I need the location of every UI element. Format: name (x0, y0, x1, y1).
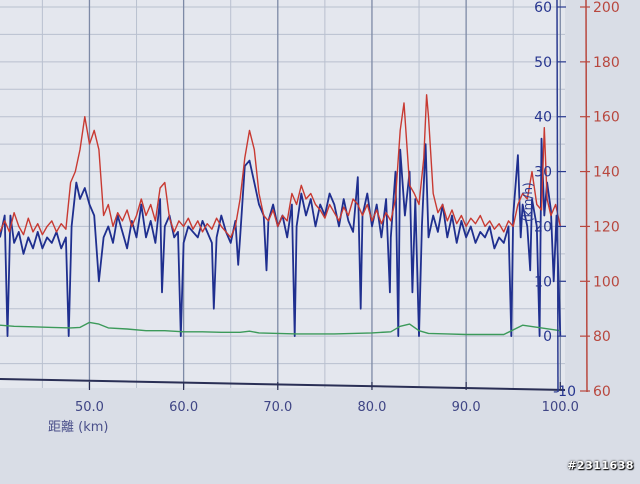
left-tick-label: 40 (534, 110, 552, 126)
right-tick-label: 140 (593, 165, 620, 181)
x-tick-label: 100.0 (542, 400, 579, 415)
x-tick-label: 60.0 (169, 400, 198, 415)
watermark: #2311638 (567, 459, 634, 472)
x-tick-label: 80.0 (357, 400, 386, 415)
series-line-0 (0, 137, 562, 337)
left-tick-label: 0 (543, 329, 552, 345)
x-tick-label: 50.0 (75, 400, 104, 415)
right-tick-label: 60 (593, 384, 611, 400)
right-tick-label: 100 (593, 274, 620, 290)
left-tick-label: 50 (534, 55, 552, 71)
right-tick-label: 160 (593, 110, 620, 126)
left-tick-label: 10 (534, 274, 552, 290)
labels: 距離 (km) (km/h) (48, 182, 535, 435)
series-line-2 (0, 321, 561, 336)
x-tick-label: 70.0 (263, 400, 292, 415)
left-tick-label: -10 (553, 384, 576, 400)
x-axis-title: 距離 (km) (48, 420, 108, 435)
series-layer (0, 94, 562, 337)
series-line-1 (0, 94, 561, 239)
x-axis-line (0, 378, 566, 391)
right-tick-label: 200 (593, 0, 620, 16)
right-tick-label: 80 (593, 329, 611, 345)
y-axis-title: (km/h) (521, 182, 535, 222)
plot-area (0, 0, 565, 388)
right-tick-label: 120 (593, 219, 620, 235)
left-tick-label: 60 (534, 0, 552, 16)
x-tick-label: 90.0 (452, 400, 481, 415)
right-tick-label: 180 (593, 55, 620, 71)
left-tick-label: 30 (534, 165, 552, 181)
left-tick-label: 20 (534, 219, 552, 235)
right-value-axis-line (585, 0, 588, 393)
left-value-axis-line (556, 0, 559, 393)
axes: 50.0 60.0 70.0 80.0 90.0 100.0 0 10 20 30 40 50 60 -1… (0, 0, 620, 415)
